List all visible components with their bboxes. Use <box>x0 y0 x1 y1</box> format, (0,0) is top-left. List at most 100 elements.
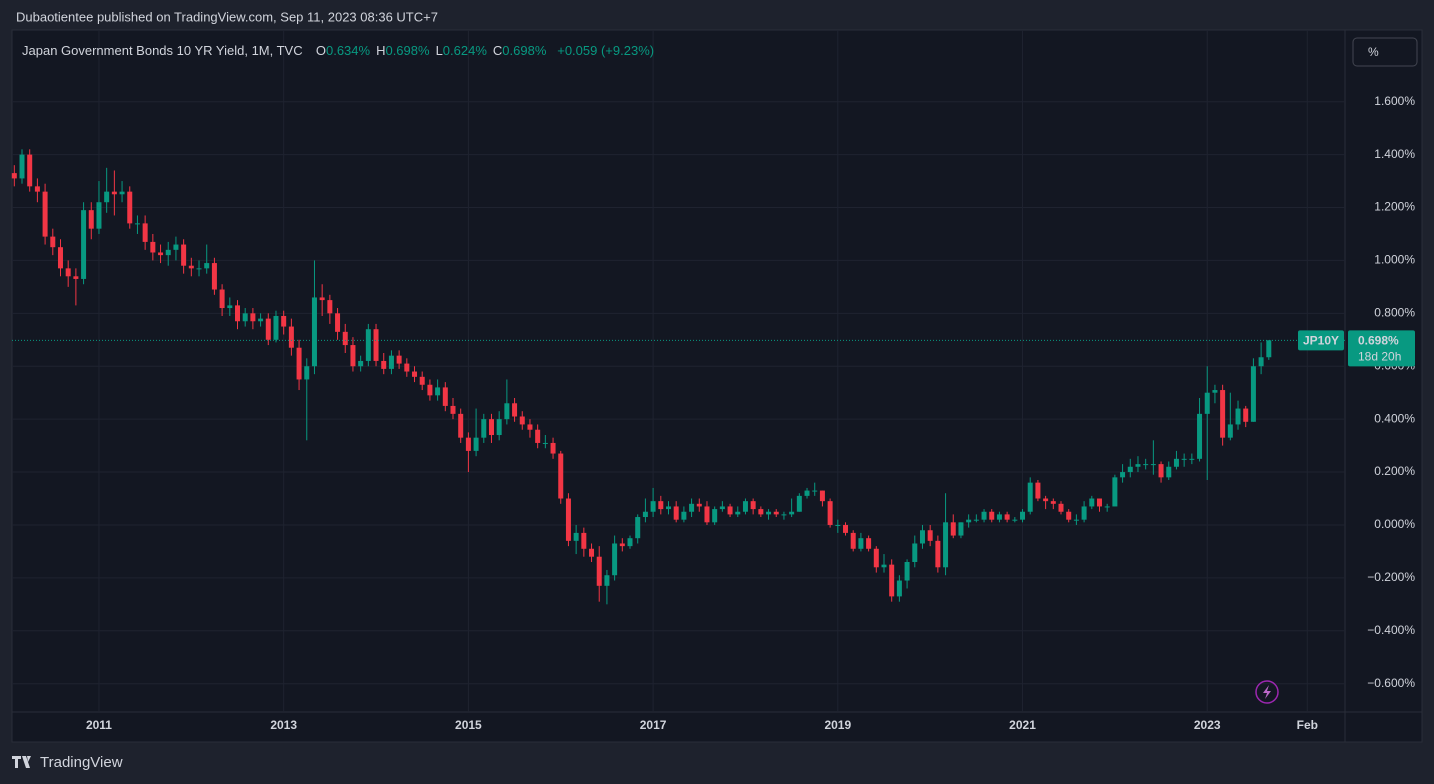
candle-body <box>750 501 756 510</box>
ohlc: O0.634% H0.698% L0.624% C0.698% <box>310 43 554 58</box>
y-tick-label: −0.200% <box>1367 570 1415 584</box>
candle-body <box>889 564 895 597</box>
y-tick-label: 1.000% <box>1374 253 1415 267</box>
price-badge <box>1348 330 1415 367</box>
y-tick-label: 1.200% <box>1374 200 1415 214</box>
candle-body <box>696 503 702 507</box>
candle-body <box>527 424 533 430</box>
candle-body <box>142 223 148 242</box>
y-tick-label: 1.400% <box>1374 147 1415 161</box>
candle-body <box>34 186 40 192</box>
candle-body <box>358 360 364 367</box>
candle-body <box>1235 408 1241 425</box>
candle-body <box>789 511 795 515</box>
candle-body <box>927 530 933 541</box>
candle-body <box>627 538 633 547</box>
unit-button[interactable] <box>1352 37 1418 67</box>
alert-icon-bolt <box>1263 685 1271 699</box>
candle-body <box>304 366 310 380</box>
candle-body <box>704 506 710 523</box>
candle-body <box>1035 482 1041 499</box>
alert-icon[interactable] <box>1255 680 1279 704</box>
candle-body <box>727 506 733 515</box>
candle-body <box>804 490 810 496</box>
candle-body <box>966 519 972 523</box>
candle-body <box>373 329 379 361</box>
candle-body <box>1250 366 1256 422</box>
ohlc-value: 0.698% <box>385 43 430 58</box>
candle-body <box>912 543 918 563</box>
candle-body <box>612 543 618 576</box>
candle-body <box>850 532 856 549</box>
footer-brand: TradingView <box>40 754 123 771</box>
candle-body <box>81 210 87 279</box>
candle-body <box>843 524 849 533</box>
candle-body <box>404 363 410 372</box>
ohlc-key: L <box>435 43 443 58</box>
candle-body <box>1189 458 1195 460</box>
candle-body <box>665 506 671 510</box>
candle-body <box>427 384 433 396</box>
candle-body <box>134 223 140 225</box>
change: +0.059 (+9.23%) <box>557 43 655 58</box>
candle-body <box>504 403 510 420</box>
candle-body <box>381 360 387 369</box>
candle-body <box>827 501 833 525</box>
y-tick-label: −0.400% <box>1367 623 1415 637</box>
candle-body <box>150 241 156 253</box>
candle-body <box>1043 498 1049 502</box>
candle-body <box>1020 511 1026 520</box>
candle-body <box>27 154 33 187</box>
candle-body <box>973 519 979 521</box>
candle-body <box>1197 413 1203 459</box>
y-tick-label: 0.000% <box>1374 517 1415 531</box>
candle-body <box>573 532 579 541</box>
candle-body <box>450 405 456 414</box>
candle-body <box>188 265 194 269</box>
candle-body <box>512 403 518 417</box>
candle-body <box>781 514 787 516</box>
published-line: Dubaotientee published on TradingView.co… <box>16 9 438 24</box>
candle-body <box>250 313 256 322</box>
candle-body <box>211 263 217 290</box>
candle-body <box>96 202 102 229</box>
candle-body <box>719 506 725 510</box>
candle-body <box>819 490 825 502</box>
candle-body <box>435 387 441 396</box>
candle-body <box>1112 477 1118 507</box>
candle-body <box>766 511 772 515</box>
candle-body <box>458 413 464 438</box>
candle-body <box>904 562 910 581</box>
candle-body <box>11 173 17 179</box>
candle-body <box>565 498 571 541</box>
candle-body <box>258 318 264 322</box>
candle-body <box>496 419 502 436</box>
candle-body <box>881 564 887 568</box>
candle-body <box>858 538 864 549</box>
candle-body <box>712 509 718 523</box>
candle-body <box>65 268 71 277</box>
candle-body <box>550 442 556 454</box>
candle-body <box>1143 464 1149 466</box>
unit-button-label[interactable]: % <box>1368 45 1379 59</box>
x-tick-label: 2017 <box>640 718 667 732</box>
candle-body <box>773 511 779 515</box>
x-tick-label: 2015 <box>455 718 482 732</box>
candle-body <box>296 347 302 380</box>
symbol: Japan Government Bonds 10 YR Yield, 1M, … <box>22 43 303 58</box>
candle-body <box>943 522 949 568</box>
ohlc-key: O <box>315 43 326 58</box>
candle-body <box>19 154 25 179</box>
x-tick-label: 2021 <box>1009 718 1036 732</box>
candle-body <box>604 575 610 586</box>
candle-body <box>1220 390 1226 438</box>
candle-body <box>1066 511 1072 520</box>
candle-body <box>673 506 679 520</box>
candle-body <box>1166 466 1172 478</box>
candle-body <box>319 297 325 301</box>
legend: Japan Government Bonds 10 YR Yield, 1M, … <box>22 43 654 58</box>
candle-body <box>481 419 487 438</box>
candle-body <box>42 191 48 237</box>
candle-body <box>442 387 448 406</box>
